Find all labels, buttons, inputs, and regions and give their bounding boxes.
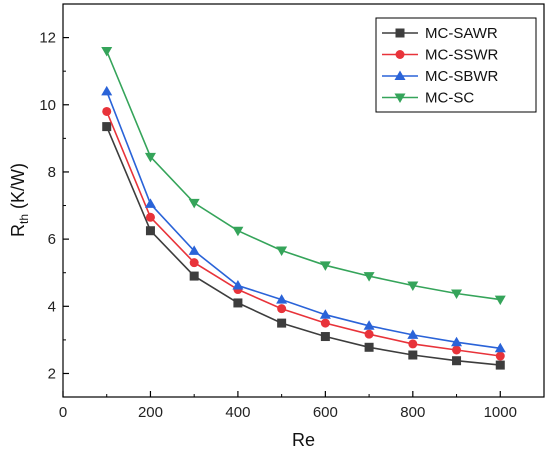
x-tick-label: 600 [313, 404, 338, 421]
data-point [188, 198, 200, 209]
data-point [319, 261, 331, 271]
legend-label: MC-SSWR [425, 47, 498, 64]
y-tick-label: 12 [39, 30, 56, 47]
data-point [145, 212, 155, 222]
legend-item: MC-SC [382, 90, 474, 107]
x-tick-label: 800 [400, 404, 425, 421]
data-point [232, 279, 244, 290]
data-point [452, 345, 462, 355]
data-point [407, 329, 419, 339]
data-point [276, 246, 288, 257]
data-point [451, 336, 463, 347]
x-axis: 0 200 400 600 800 1000 [59, 391, 517, 421]
data-point [233, 298, 243, 308]
data-point [320, 332, 330, 342]
data-point [320, 318, 330, 328]
data-point [276, 294, 288, 304]
y-axis-title-main: R [8, 224, 28, 237]
series-mc-sbwr [101, 85, 506, 353]
x-axis-title: Re [292, 430, 315, 450]
data-point [364, 342, 374, 352]
y-axis-title-subscript: th [17, 214, 31, 224]
x-tick-label: 1000 [484, 404, 517, 421]
data-point [144, 198, 156, 208]
y-tick-label: 10 [39, 97, 56, 114]
y-tick-label: 2 [48, 365, 56, 382]
legend-marker [394, 70, 406, 80]
y-axis: 2 4 6 8 10 12 [39, 30, 69, 382]
data-point [363, 272, 375, 282]
data-point [232, 226, 244, 237]
data-point [452, 356, 462, 366]
data-point [363, 320, 375, 330]
data-point [189, 271, 199, 281]
legend-marker [395, 28, 405, 38]
data-point [189, 258, 199, 268]
legend-label: MC-SAWR [425, 25, 498, 42]
data-point [408, 339, 418, 349]
series-mc-sawr [102, 122, 505, 370]
plot-area-frame [62, 3, 545, 398]
data-point [102, 106, 112, 116]
data-point [101, 85, 113, 96]
data-point [494, 342, 506, 353]
legend-label: MC-SC [425, 90, 474, 107]
legend: MC-SAWR MC-SSWR MC-SBWR MC-SC [375, 17, 537, 113]
data-point [364, 329, 374, 339]
y-axis-title-unit: (K/W) [8, 163, 28, 214]
x-tick-label: 0 [59, 404, 67, 421]
x-tick-label: 400 [225, 404, 250, 421]
data-point [102, 122, 112, 132]
data-point [319, 309, 331, 319]
y-axis-title: Rth (K/W) [8, 163, 31, 237]
data-point [277, 304, 287, 314]
data-point [145, 226, 155, 236]
legend-item: MC-SBWR [382, 68, 498, 85]
legend-marker [395, 50, 405, 59]
legend-item: MC-SAWR [382, 25, 498, 42]
series-line [105, 126, 501, 366]
series-layer [101, 47, 506, 370]
data-point [407, 281, 419, 291]
y-tick-label: 4 [48, 298, 56, 315]
data-point [495, 360, 505, 370]
data-point [188, 245, 200, 255]
data-point [451, 289, 463, 300]
data-point [408, 350, 418, 360]
legend-marker [394, 93, 406, 103]
data-point [144, 152, 156, 163]
y-tick-label: 8 [48, 164, 56, 181]
y-tick-label: 6 [48, 231, 56, 248]
series-mc-sc [101, 47, 506, 306]
data-point [277, 318, 287, 328]
series-line [105, 91, 501, 350]
data-point [101, 47, 113, 57]
x-tick-label: 200 [138, 404, 163, 421]
series-line [105, 111, 501, 357]
series-mc-sswr [102, 106, 505, 361]
data-point [495, 351, 505, 361]
series-line [105, 50, 501, 301]
legend-item: MC-SSWR [382, 47, 498, 64]
data-point [494, 295, 506, 306]
legend-label: MC-SBWR [425, 68, 498, 85]
